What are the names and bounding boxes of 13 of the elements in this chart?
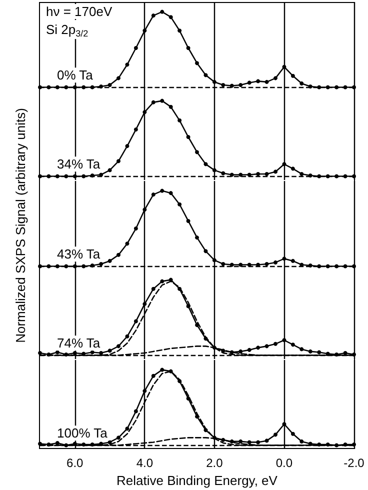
x-tick-label: 6.0 [66,456,84,470]
annotation: 74% Ta [57,336,101,351]
annotation: hν = 170eV [46,4,112,19]
annotation: 0% Ta [57,68,94,83]
x-tick-label: 2.0 [206,456,224,470]
y-axis-title: Normalized SXPS Signal (arbitrary units) [12,108,28,343]
x-tick-label: 0.0 [276,456,293,470]
x-axis-title: Relative Binding Energy, eV [116,472,278,488]
annotation: 34% Ta [57,157,101,172]
annotation: 100% Ta [57,425,108,440]
x-tick-label: -2.0 [344,456,365,470]
x-tick-label: 4.0 [136,456,154,470]
annotation: 43% Ta [57,246,101,262]
